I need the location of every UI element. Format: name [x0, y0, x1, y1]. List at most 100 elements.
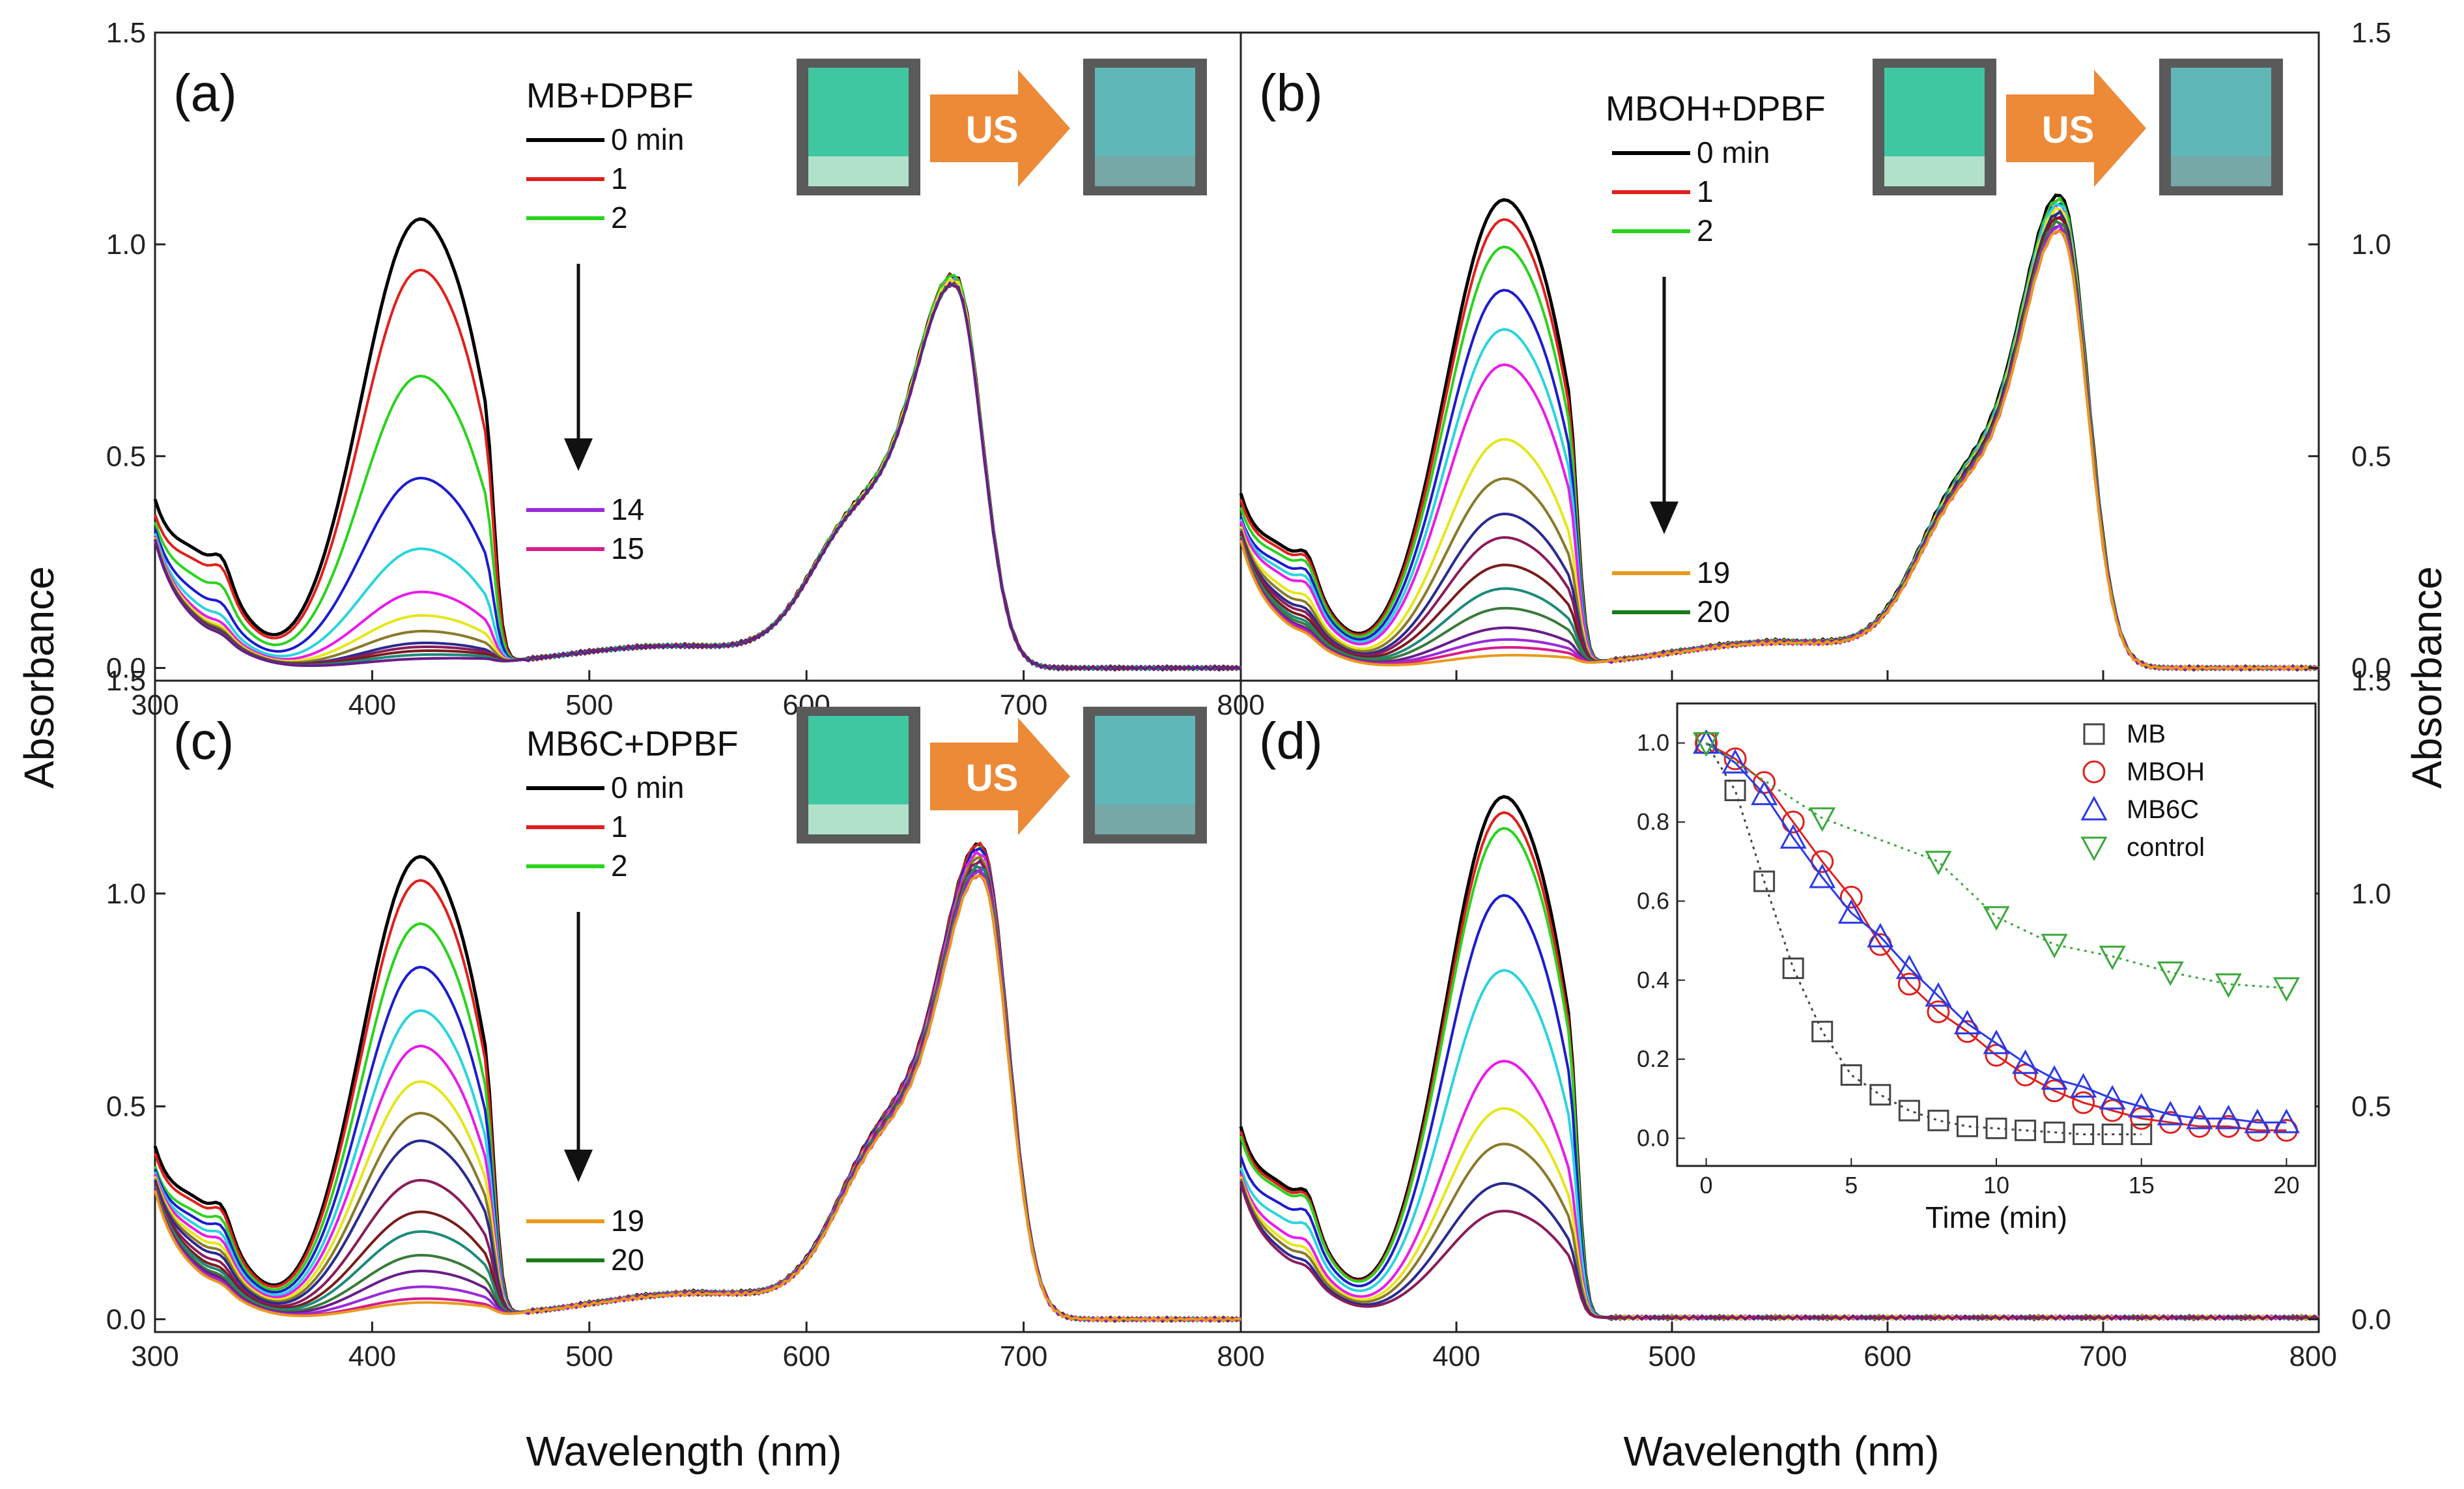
y-tick-label-right-b-0: 0.0 [2351, 652, 2391, 684]
cuvette-base-a-after [1095, 156, 1195, 186]
plot-layer: 300 400 500 600 700 800 0.0 0.5 1.0 1.5 (a) MB+DPBF… [106, 17, 2391, 1372]
inset-point-MB6C-9 [1953, 1010, 1981, 1035]
inset-point-control-4 [2041, 933, 2068, 959]
legend-label-c-1: 1 [611, 810, 628, 844]
legend-label-c-2: 2 [611, 849, 628, 883]
inset-point-MB-2 [1753, 870, 1776, 892]
spectrum-b-7 [1239, 206, 2319, 672]
us-label-c: US [966, 757, 1019, 799]
x-tick-label-c-400: 400 [348, 1340, 396, 1372]
panel-c: 300 400 500 600 700 800 0.0 0.5 1.0 1.5 (c) MB6C+DP… [106, 665, 1265, 1372]
us-label-b: US [2042, 109, 2095, 151]
y-tick-label-right-b-1: 0.5 [2351, 440, 2391, 472]
spectrum-c-1 [153, 842, 1241, 1324]
inset-x-tick-label-5: 5 [1845, 1172, 1858, 1198]
inset-legend-label-MBOH: MBOH [2127, 758, 2205, 786]
inset-point-MBOH-12 [2043, 1079, 2066, 1103]
inset-point-control-3 [1983, 906, 2010, 931]
inset-point-MB6C-14 [2099, 1085, 2126, 1110]
inset-point-MB-4 [1811, 1021, 1834, 1043]
us-label-a: US [966, 109, 1019, 151]
legend-label-a-2: 2 [611, 201, 628, 234]
panel-letter-d: (d) [1259, 712, 1323, 770]
cuvette-base-a-before [808, 156, 909, 186]
inset-x-tick-label-0: 0 [1700, 1172, 1713, 1198]
inset-point-MB-7 [1898, 1099, 1920, 1122]
spectrum-a-13 [154, 282, 1242, 672]
inset-point-MB-8 [1927, 1109, 1949, 1131]
us-arrow-b [2006, 70, 2146, 187]
x-tick-label-a-800: 800 [1217, 689, 1264, 721]
inset-point-MB6C-17 [2186, 1105, 2213, 1129]
legend-label-c-3: 19 [611, 1204, 644, 1238]
spectrum-c-8 [154, 855, 1241, 1323]
figure-frame [154, 31, 2320, 1333]
y-tick-label-right-d-3: 1.5 [2351, 665, 2391, 697]
y-tick-label-right-b-2: 1.0 [2351, 229, 2391, 261]
inset-fit-MB6C [1705, 742, 2287, 1124]
inset-point-MB6C-15 [2128, 1092, 2155, 1118]
spectrum-b-17 [1239, 230, 2319, 672]
cuvette-base-c-after [1095, 804, 1195, 834]
spectrum-a-5 [154, 277, 1241, 672]
inset-x-tick-label-10: 10 [1983, 1172, 2009, 1198]
inset-point-MB6C-18 [2215, 1105, 2242, 1129]
inset-point-MB6C-3 [1779, 824, 1807, 849]
inset-legend-marker-control [2080, 836, 2108, 862]
y-tick-label-right-d-0: 0.0 [2351, 1303, 2391, 1335]
inset-point-MB6C-5 [1837, 899, 1865, 924]
inset-point-MBOH-13 [2072, 1091, 2095, 1114]
y-axis-title-right: Absorbance [2403, 566, 2450, 789]
inset-point-MBOH-8 [1927, 1000, 1950, 1023]
spectrum-c-2 [154, 841, 1241, 1323]
x-tick-label-d-600: 600 [1863, 1340, 1911, 1372]
inset-chart: 0 5 10 15 20 0.0 0.2 0.4 0.6 0.8 1.0 Time (min) MB MB… [1637, 702, 2317, 1234]
us-arrow-a [930, 70, 1070, 187]
legend-label-c-0: 0 min [611, 771, 684, 804]
inset-point-MB-3 [1782, 957, 1804, 980]
inset-y-tick-label-5: 1.0 [1637, 730, 1669, 756]
y-tick-label-a-1: 0.5 [106, 440, 146, 472]
inset-point-MB6C-7 [1895, 954, 1923, 980]
inset-y-tick-label-4: 0.8 [1637, 808, 1669, 835]
inset-point-MB6C-20 [2273, 1109, 2300, 1133]
inset-point-MBOH-10 [1985, 1043, 2008, 1067]
inset-point-MB-1 [1724, 780, 1746, 802]
spectrum-c-17 [154, 874, 1241, 1323]
inset-point-MB-12 [2043, 1121, 2065, 1143]
y-tick-label-c-1: 0.5 [106, 1091, 146, 1123]
inset-point-MB6C-4 [1809, 863, 1836, 888]
inset-point-MBOH-7 [1897, 972, 1921, 996]
inset-y-tick-label-0: 0.0 [1637, 1125, 1669, 1152]
spectrum-a-14 [154, 281, 1241, 672]
spectrum-a-8 [154, 281, 1241, 672]
y-tick-label-a-2: 1.0 [106, 229, 146, 261]
inset-point-MB6C-2 [1751, 780, 1778, 806]
y-tick-label-a-3: 1.5 [106, 17, 146, 49]
spectrum-c-3 [154, 845, 1242, 1323]
cuvette-base-c-before [808, 804, 909, 834]
decrease-arrow-head-a [564, 438, 593, 471]
spectrum-b-8 [1239, 210, 2319, 672]
legend-label-b-1: 1 [1697, 175, 1714, 208]
inset-point-MB-5 [1840, 1064, 1862, 1086]
inset-point-MB-13 [2073, 1123, 2095, 1145]
x-tick-label-d-700: 700 [2079, 1340, 2127, 1372]
inset-x-axis-title: Time (min) [1925, 1200, 2067, 1234]
y-tick-label-right-b-3: 1.5 [2351, 17, 2391, 49]
inset-point-MB6C-16 [2157, 1100, 2184, 1126]
inset-point-MB6C-13 [2070, 1073, 2097, 1098]
spectrum-a-10 [154, 281, 1242, 672]
inset-legend-marker-MB [2083, 723, 2105, 745]
inset-legend-marker-MBOH [2082, 760, 2106, 784]
inset-point-MB-14 [2101, 1123, 2123, 1145]
x-tick-label-a-700: 700 [1000, 689, 1047, 721]
inset-point-control-5 [2099, 945, 2126, 971]
y-tick-label-c-2: 1.0 [106, 878, 146, 910]
inset-point-MB6C-8 [1925, 982, 1952, 1007]
inset-legend-marker-MB6C [2080, 795, 2108, 821]
inset-point-MB-6 [1869, 1084, 1891, 1106]
inset-y-tick-label-2: 0.4 [1637, 967, 1669, 993]
spectrum-b-5 [1239, 202, 2319, 672]
